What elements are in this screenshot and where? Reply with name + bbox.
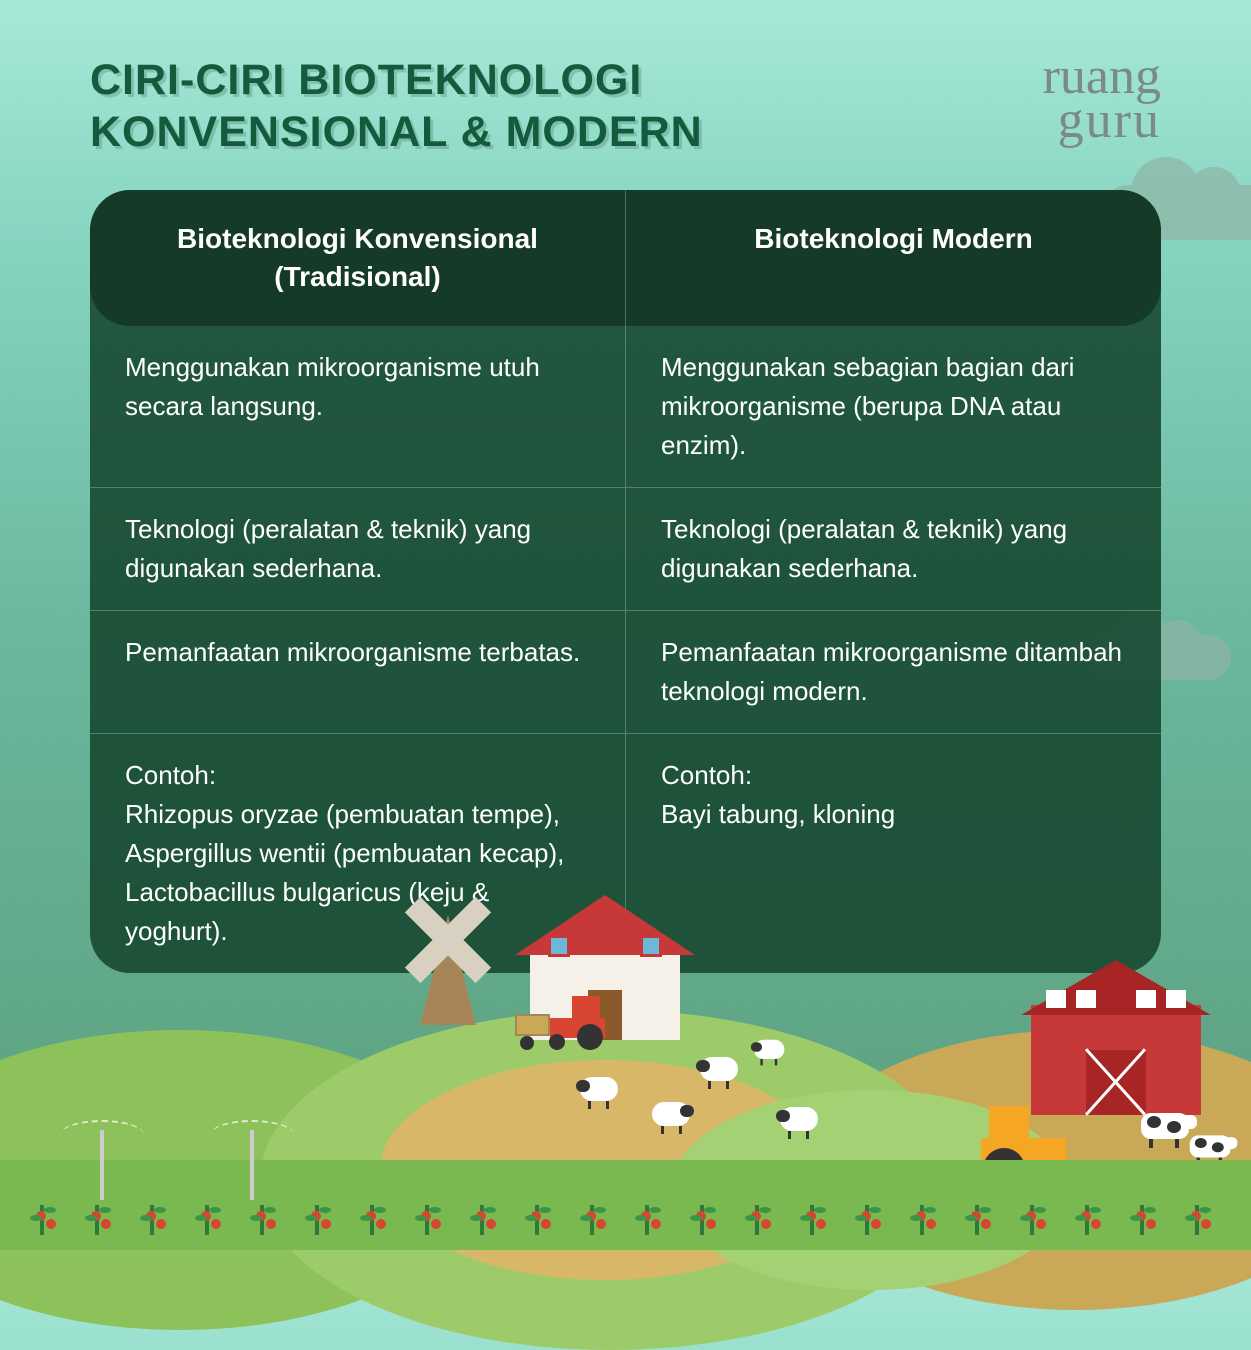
plant-icon <box>920 1205 924 1235</box>
logo-line2: guru <box>1043 99 1161 143</box>
sheep-icon <box>650 1102 690 1130</box>
plant-icon <box>425 1205 429 1235</box>
plant-icon <box>40 1205 44 1235</box>
table-header-row: Bioteknologi Konvensional (Tradisional) … <box>90 190 1161 326</box>
table-row: Menggunakan mikroorganisme utuh secara l… <box>90 326 1161 487</box>
column-header-modern: Bioteknologi Modern <box>626 190 1161 326</box>
sheep-icon <box>580 1077 620 1105</box>
farm-illustration <box>0 970 1251 1250</box>
plant-icon <box>975 1205 979 1235</box>
plant-icon <box>645 1205 649 1235</box>
sheep-icon <box>780 1107 820 1135</box>
cow-icon <box>1141 1113 1191 1145</box>
plant-icon <box>590 1205 594 1235</box>
plant-icon <box>755 1205 759 1235</box>
plant-icon <box>1085 1205 1089 1235</box>
cell: Pemanfaatan mikroorganisme ditambah tekn… <box>626 611 1161 733</box>
table-body: Menggunakan mikroorganisme utuh secara l… <box>90 326 1161 973</box>
cell: Pemanfaatan mikroorganisme terbatas. <box>90 611 626 733</box>
sheep-icon <box>754 1040 786 1062</box>
cow-icon <box>1190 1135 1233 1162</box>
grass-decoration <box>0 1160 1251 1250</box>
cell: Menggunakan sebagian bagian dari mikroor… <box>626 326 1161 487</box>
plant-icon <box>1195 1205 1199 1235</box>
sheep-icon <box>700 1057 740 1085</box>
cell: Contoh: Bayi tabung, kloning <box>626 734 1161 973</box>
plant-icon <box>260 1205 264 1235</box>
sprinkler-icon <box>100 1130 104 1200</box>
table-row: Pemanfaatan mikroorganisme terbatas. Pem… <box>90 610 1161 733</box>
header: CIRI-CIRI BIOTEKNOLOGI KONVENSIONAL & MO… <box>90 55 1161 158</box>
barn-icon <box>1031 965 1201 1115</box>
plant-icon <box>315 1205 319 1235</box>
tractor-icon <box>515 1000 605 1050</box>
brand-logo: ruang guru <box>1043 55 1161 143</box>
plant-icon <box>1030 1205 1034 1235</box>
table-row: Teknologi (peralatan & teknik) yang digu… <box>90 487 1161 610</box>
sprinkler-icon <box>250 1130 254 1200</box>
cell: Teknologi (peralatan & teknik) yang digu… <box>626 488 1161 610</box>
page-title: CIRI-CIRI BIOTEKNOLOGI KONVENSIONAL & MO… <box>90 55 703 158</box>
plant-icon <box>535 1205 539 1235</box>
plant-icon <box>700 1205 704 1235</box>
plant-icon <box>205 1205 209 1235</box>
windmill-icon <box>420 915 476 1025</box>
cell: Menggunakan mikroorganisme utuh secara l… <box>90 326 626 487</box>
plant-icon <box>810 1205 814 1235</box>
plant-icon <box>480 1205 484 1235</box>
column-header-konvensional: Bioteknologi Konvensional (Tradisional) <box>90 190 626 326</box>
cell: Teknologi (peralatan & teknik) yang digu… <box>90 488 626 610</box>
plant-icon <box>865 1205 869 1235</box>
comparison-table: Bioteknologi Konvensional (Tradisional) … <box>90 190 1161 973</box>
plant-icon <box>150 1205 154 1235</box>
plant-icon <box>370 1205 374 1235</box>
plant-icon <box>1140 1205 1144 1235</box>
plant-icon <box>95 1205 99 1235</box>
